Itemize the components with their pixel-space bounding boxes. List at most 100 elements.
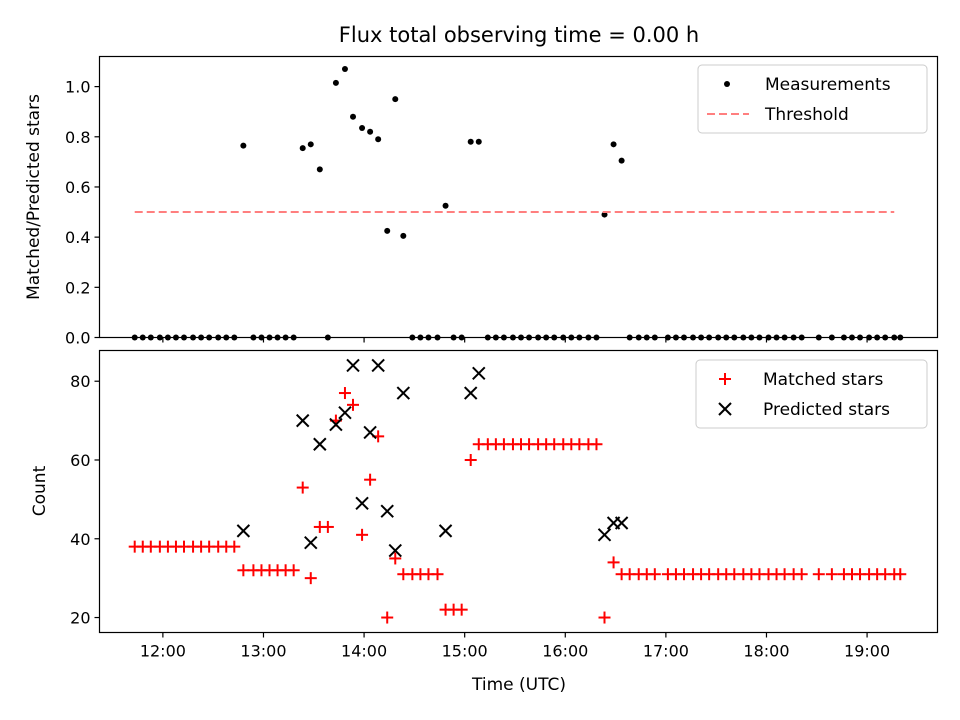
bottom-y-axis-label: Count: [30, 465, 50, 516]
predicted-stars-point: [371, 358, 385, 373]
predicted-stars-point: [313, 437, 327, 451]
matched-stars-point: [607, 556, 620, 569]
matched-stars-point: [825, 568, 838, 581]
matched-stars-point: [590, 438, 603, 451]
x-tick-label: 13:00: [240, 642, 286, 661]
y-tick-label: 60: [70, 451, 90, 470]
predicted-stars-point-b: [363, 425, 377, 440]
x-tick-label: 19:00: [844, 642, 890, 661]
matched-stars-point: [364, 473, 377, 486]
predicted-stars-point-b: [371, 358, 385, 373]
measurement-point: [467, 138, 474, 145]
bottom-legend: Matched stars Predicted stars: [695, 359, 928, 429]
top-legend: Measurements Threshold: [697, 64, 928, 134]
predicted-stars-point-b: [380, 504, 394, 518]
matched-stars-point: [228, 540, 241, 553]
matched-stars-point: [795, 568, 808, 581]
matched-stars-point: [296, 481, 309, 494]
measurement-point: [400, 232, 407, 239]
predicted-stars-point-b: [438, 524, 453, 538]
x-tick-label: 17:00: [643, 642, 689, 661]
predicted-stars-point-b: [346, 358, 360, 373]
matched-stars-point: [321, 520, 334, 533]
predicted-stars-point-b: [236, 524, 251, 538]
bottom-axes-frame: [98, 349, 939, 634]
legend-measurements-label: Measurements: [765, 75, 891, 95]
matched-stars-point: [464, 453, 477, 466]
legend-predicted-stars-label: Predicted stars: [763, 400, 890, 420]
matched-stars-point: [812, 568, 825, 581]
x-tick-label: 12:00: [140, 642, 186, 661]
x-tick-label: 15:00: [442, 642, 488, 661]
predicted-stars-point-b: [296, 413, 310, 428]
chart-title: Flux total observing time = 0.00 h: [339, 23, 699, 47]
measurement-point: [299, 145, 306, 152]
legend-matched-stars-label: Matched stars: [763, 370, 883, 390]
bottom-legend-box: [695, 359, 928, 429]
measurement-point: [367, 128, 374, 135]
predicted-stars-point: [363, 425, 377, 440]
legend-predicted-stars-marker: [718, 402, 732, 416]
y-tick-label: 1.0: [65, 78, 90, 97]
x-tick-label: 14:00: [341, 642, 387, 661]
legend-measurements-marker: [724, 81, 730, 87]
measurement-point: [610, 141, 617, 148]
predicted-stars-point-b: [472, 366, 486, 381]
top-panel: Flux total observing time = 0.00 h Match…: [24, 23, 939, 348]
predicted-stars-point-b: [313, 437, 327, 451]
measurement-point: [307, 141, 314, 148]
predicted-stars-point: [472, 366, 486, 381]
measurement-point: [359, 125, 366, 132]
measurement-point: [601, 211, 608, 218]
matched-stars-point: [347, 398, 360, 411]
top-y-ticks: 0.0 0.2 0.4 0.6 0.8 1.0: [65, 78, 100, 348]
legend-threshold-label: Threshold: [764, 105, 849, 125]
y-tick-label: 20: [70, 609, 90, 628]
matched-stars-point: [338, 387, 351, 400]
measurement-point: [375, 136, 382, 143]
matched-stars-point: [237, 564, 250, 577]
y-tick-label: 0.2: [65, 278, 90, 297]
predicted-stars-point: [380, 504, 394, 518]
measurement-point: [240, 142, 247, 149]
predicted-stars-point: [296, 413, 310, 428]
measurement-point: [350, 113, 357, 120]
y-tick-label: 40: [70, 530, 90, 549]
predicted-stars-point: [597, 528, 612, 542]
measurement-point: [384, 227, 391, 234]
predicted-stars-point-b: [464, 386, 478, 400]
predicted-stars-point-b: [614, 516, 629, 530]
matched-stars-point: [381, 611, 394, 624]
predicted-stars-point: [396, 386, 411, 400]
predicted-stars-point-b: [304, 535, 318, 550]
legend-matched-stars-marker: [719, 373, 731, 385]
y-tick-label: 0.8: [65, 128, 90, 147]
y-tick-label: 0.0: [65, 329, 90, 348]
measurement-point: [442, 202, 449, 209]
matched-stars-point: [287, 564, 300, 577]
matched-stars-point: [894, 568, 907, 581]
matched-stars-point: [598, 611, 611, 624]
y-tick-label: 0.6: [65, 178, 90, 197]
predicted-stars-point: [346, 358, 360, 373]
x-tick-label: 18:00: [743, 642, 789, 661]
bottom-plot-area: [128, 358, 907, 624]
measurement-point: [341, 66, 348, 73]
bottom-panel: Count Time (UTC) 20 40 60 80 12:00 13:00 14:0…: [30, 349, 939, 695]
top-y-axis-label: Matched/Predicted stars: [24, 94, 44, 300]
matched-stars-point: [455, 603, 468, 616]
predicted-stars-point-b: [597, 528, 612, 542]
matched-stars-point: [389, 552, 402, 565]
y-tick-label: 80: [70, 372, 90, 391]
measurement-point: [316, 166, 323, 173]
top-axes-frame: [98, 55, 939, 339]
predicted-stars-point: [614, 516, 629, 530]
predicted-stars-point: [304, 535, 318, 550]
predicted-stars-point: [438, 524, 453, 538]
predicted-stars-point: [388, 543, 402, 558]
predicted-stars-point-b: [338, 406, 352, 420]
measurement-point: [392, 96, 399, 103]
matched-stars-point: [356, 528, 369, 541]
matched-stars-point: [304, 572, 317, 585]
